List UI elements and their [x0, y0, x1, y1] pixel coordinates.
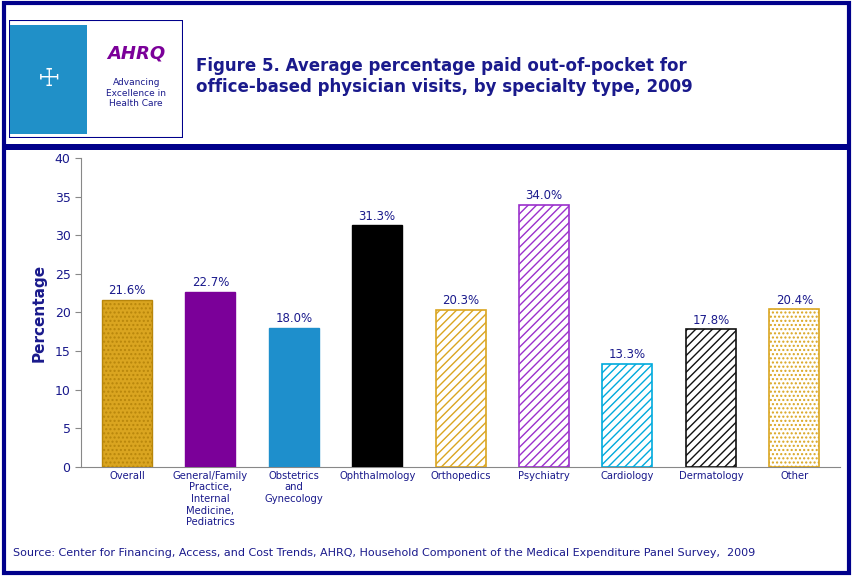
Text: 13.3%: 13.3% — [608, 348, 645, 361]
Bar — [769, 309, 819, 467]
Bar — [602, 364, 652, 467]
Bar — [518, 204, 568, 467]
Text: 17.8%: 17.8% — [692, 314, 728, 327]
Bar — [435, 310, 485, 467]
Bar — [101, 300, 152, 467]
Text: 18.0%: 18.0% — [275, 312, 312, 325]
Text: ☩: ☩ — [37, 67, 60, 91]
Text: 22.7%: 22.7% — [192, 276, 229, 289]
Text: 21.6%: 21.6% — [108, 285, 146, 297]
Bar — [185, 291, 235, 467]
Text: 20.3%: 20.3% — [441, 294, 479, 308]
Text: 20.4%: 20.4% — [774, 294, 812, 306]
Bar — [268, 328, 319, 467]
Text: Advancing
Excellence in
Health Care: Advancing Excellence in Health Care — [106, 78, 166, 108]
Text: Source: Center for Financing, Access, and Cost Trends, AHRQ, Household Component: Source: Center for Financing, Access, an… — [13, 548, 754, 558]
Text: AHRQ: AHRQ — [107, 44, 165, 62]
Bar — [10, 25, 87, 134]
Y-axis label: Percentage: Percentage — [32, 263, 46, 362]
Text: 34.0%: 34.0% — [525, 189, 562, 202]
Bar — [352, 225, 402, 467]
Text: Figure 5. Average percentage paid out-of-pocket for
office-based physician visit: Figure 5. Average percentage paid out-of… — [196, 58, 692, 96]
Text: 31.3%: 31.3% — [358, 210, 395, 223]
Bar — [685, 329, 735, 467]
